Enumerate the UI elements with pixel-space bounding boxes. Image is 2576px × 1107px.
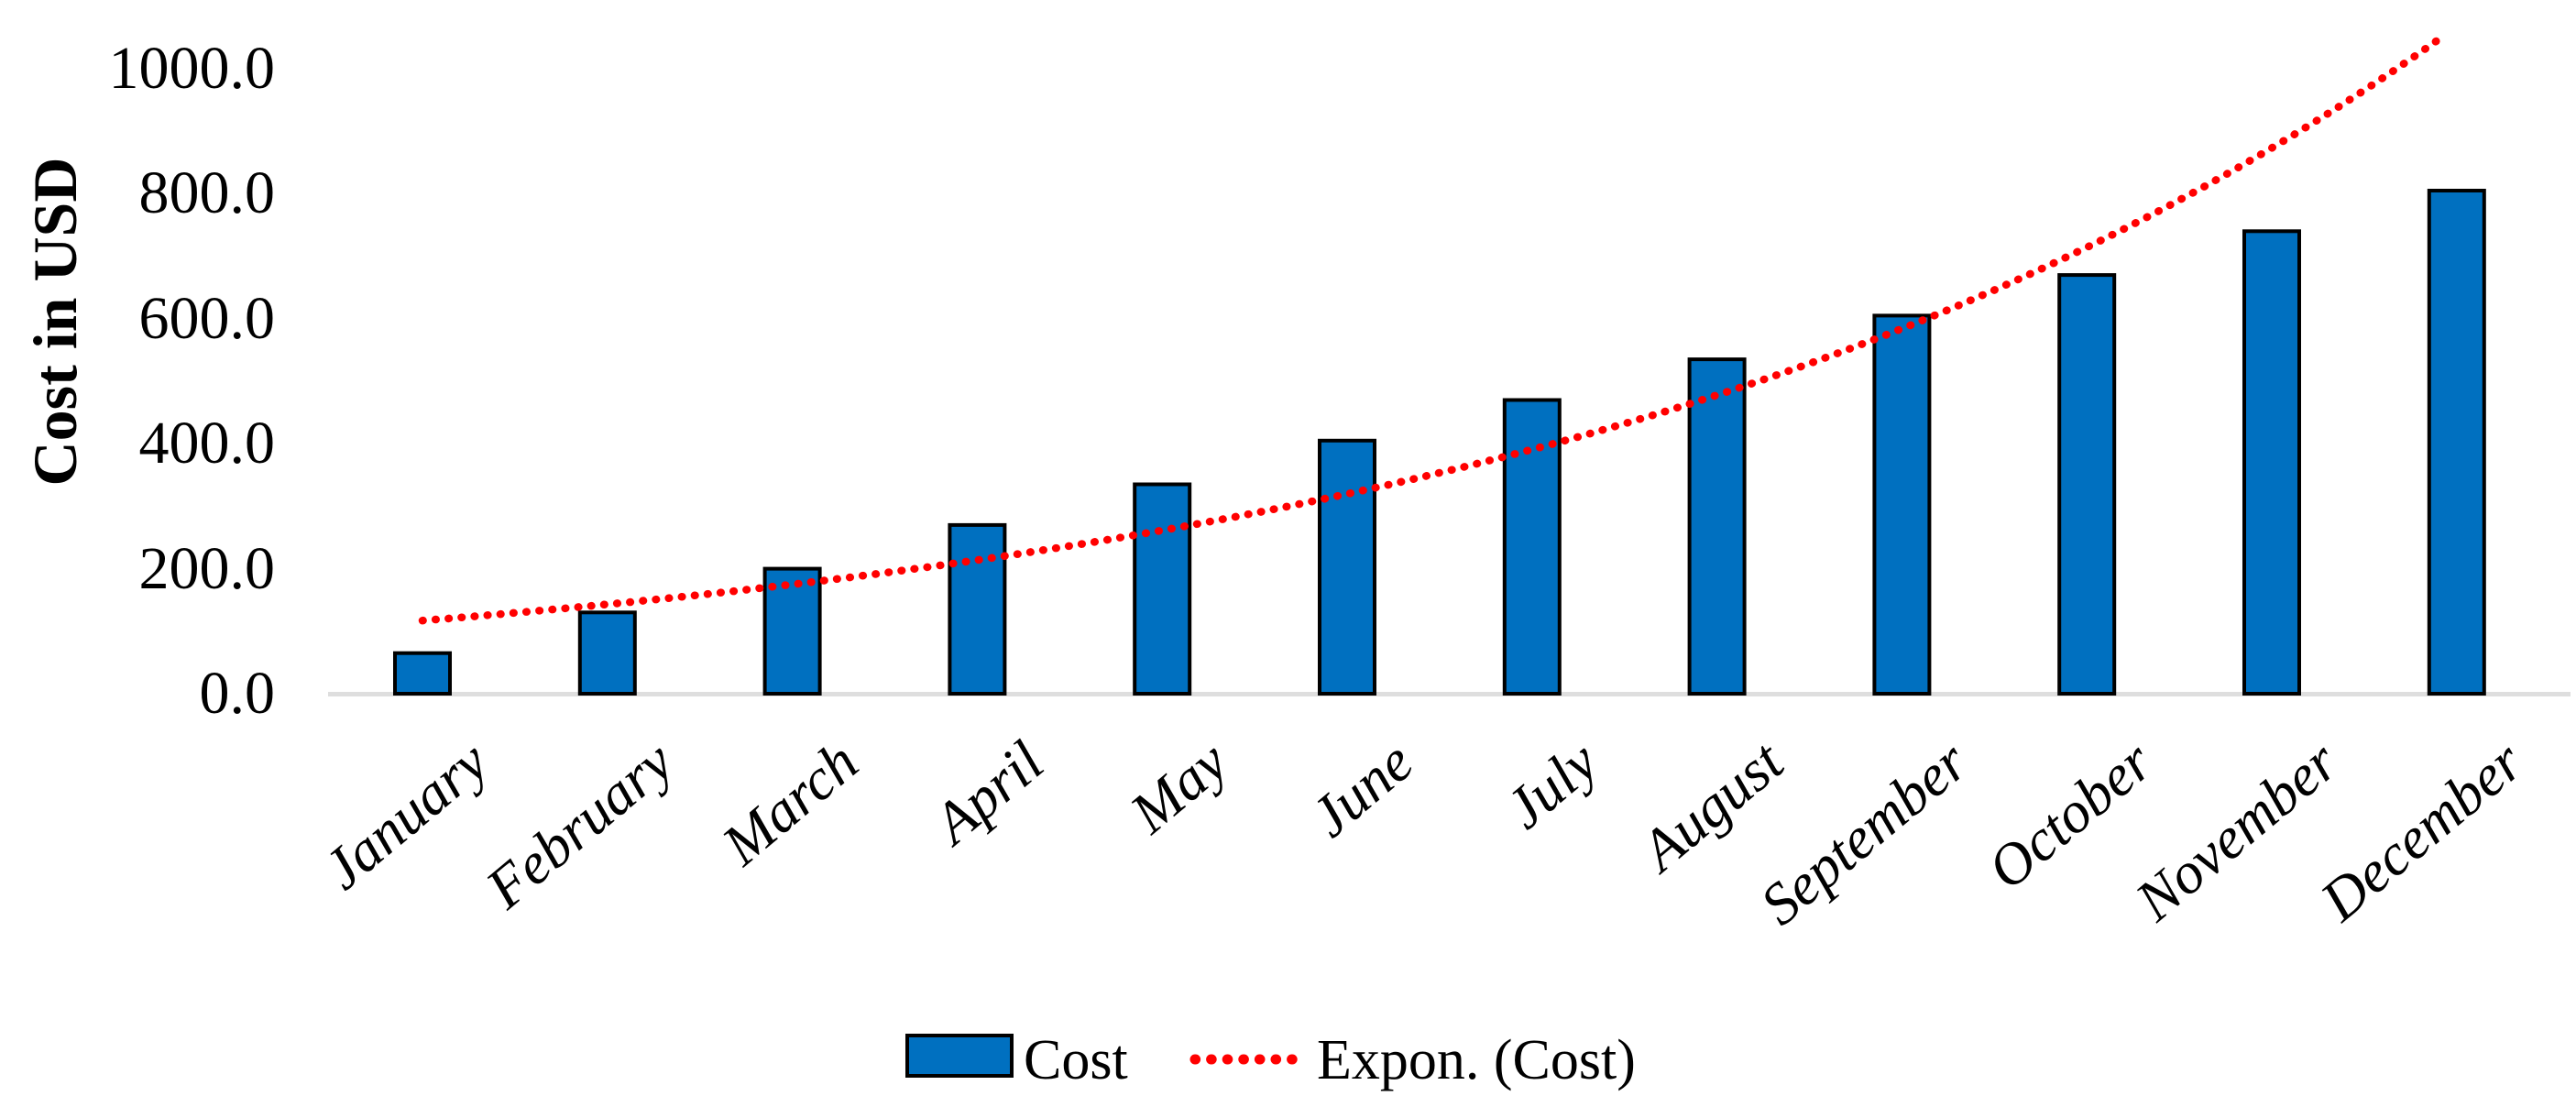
bar-august — [1687, 357, 1747, 696]
y-tick-label-200.0: 200.0 — [138, 534, 276, 602]
y-tick-label-1000.0: 1000.0 — [108, 35, 276, 102]
bar-june — [1318, 438, 1376, 696]
bar-may — [1133, 482, 1192, 696]
bar-february — [577, 610, 637, 696]
bar-july — [1502, 398, 1562, 696]
bar-december — [2427, 189, 2486, 696]
y-tick-label-600.0: 600.0 — [138, 284, 276, 352]
bar-september — [1872, 313, 1932, 696]
x-axis-line — [328, 692, 2571, 696]
bar-april — [948, 522, 1007, 696]
bars-layer — [393, 189, 2486, 696]
y-tick-label-0.0: 0.0 — [199, 660, 276, 727]
bar-october — [2057, 273, 2117, 696]
exponential-trendline — [418, 33, 2446, 625]
y-tick-label-800.0: 800.0 — [138, 159, 276, 227]
y-tick-label-400.0: 400.0 — [138, 410, 276, 477]
bar-january — [393, 651, 452, 696]
bar-november — [2242, 229, 2301, 696]
